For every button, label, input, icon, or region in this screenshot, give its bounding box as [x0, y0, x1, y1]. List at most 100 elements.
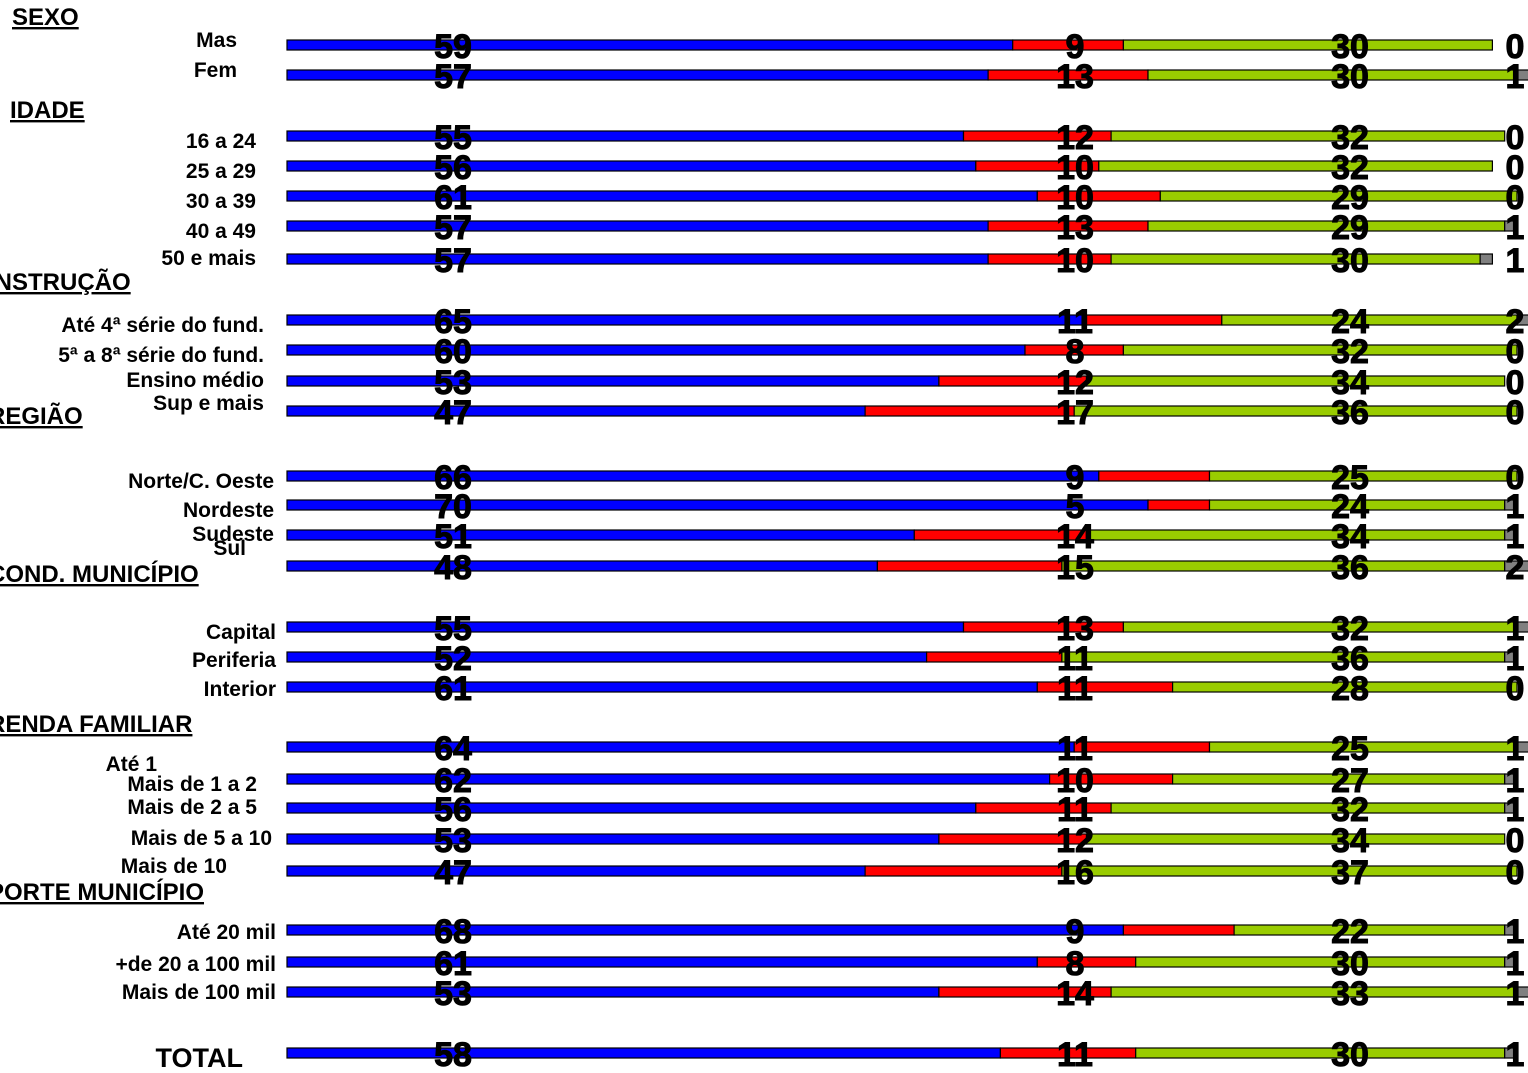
bar-segment-blue — [286, 253, 989, 265]
data-label: 37 — [1331, 854, 1369, 892]
category-label: 30 a 39 — [186, 190, 256, 213]
data-label: 29 — [1331, 209, 1369, 247]
data-label: 32 — [1331, 119, 1369, 157]
data-label: 1 — [1506, 975, 1525, 1013]
category-label: Sudeste — [192, 523, 274, 546]
bar-segment-green — [1147, 220, 1506, 232]
bar-segment-blue — [286, 529, 915, 541]
data-label: 1 — [1506, 209, 1525, 247]
data-label: 62 — [434, 762, 472, 800]
data-label: 65 — [434, 303, 472, 341]
category-label: Periferia — [192, 649, 276, 672]
data-label: 24 — [1331, 488, 1369, 526]
data-label: 36 — [1331, 640, 1369, 678]
bar-segment-blue — [286, 375, 940, 387]
data-label: 51 — [434, 518, 472, 556]
data-label: 0 — [1506, 333, 1525, 371]
data-label: 1 — [1506, 1036, 1525, 1073]
category-label: Mas — [196, 29, 237, 52]
data-label: 13 — [1056, 610, 1094, 648]
data-label: 52 — [434, 640, 472, 678]
data-label: 0 — [1506, 822, 1525, 860]
bar-segment-gray — [1504, 802, 1518, 814]
data-label: 0 — [1506, 394, 1525, 432]
data-label: 56 — [434, 791, 472, 829]
bar-segment-green — [1110, 802, 1506, 814]
bar-segment-green — [1233, 924, 1506, 936]
bar-segment-green — [1061, 865, 1518, 877]
data-label: 1 — [1506, 791, 1525, 829]
bar-segment-blue — [286, 802, 977, 814]
data-label: 0 — [1506, 28, 1525, 66]
bar-segment-blue — [286, 160, 977, 172]
category-label: 40 a 49 — [186, 220, 256, 243]
category-label: Até 1 — [106, 753, 158, 776]
data-label: 0 — [1506, 670, 1525, 708]
bar-segment-green — [1122, 39, 1494, 51]
data-label: 11 — [1057, 1036, 1093, 1073]
data-label: 17 — [1056, 394, 1094, 432]
category-label: Mais de 5 a 10 — [131, 827, 272, 850]
data-label: 24 — [1331, 303, 1369, 341]
data-label: 16 — [1056, 854, 1094, 892]
data-label: 32 — [1331, 791, 1369, 829]
category-label: +de 20 a 100 mil — [115, 953, 276, 976]
bar-segment-green — [1061, 560, 1506, 572]
data-label: 8 — [1066, 333, 1085, 371]
bar-segment-blue — [286, 405, 866, 417]
data-label: 55 — [434, 610, 472, 648]
bar-segment-red — [864, 405, 1075, 417]
data-label: 60 — [434, 333, 472, 371]
data-label: 0 — [1506, 854, 1525, 892]
data-label: 59 — [434, 28, 472, 66]
data-label: 61 — [434, 945, 472, 983]
data-label: 58 — [434, 1036, 472, 1073]
data-label: 55 — [434, 119, 472, 157]
group-title: PORTE MUNICÍPIO — [0, 878, 204, 906]
bar-segment-red — [925, 651, 1063, 663]
category-label: 25 a 29 — [186, 160, 256, 183]
data-label: 9 — [1066, 913, 1085, 951]
bar-segment-blue — [286, 499, 1149, 511]
data-label: 1 — [1506, 730, 1525, 768]
data-label: 68 — [434, 913, 472, 951]
bar-segment-gray — [1516, 69, 1528, 81]
bar-segment-gray — [1516, 986, 1528, 998]
bar-segment-green — [1159, 190, 1518, 202]
data-label: 36 — [1331, 394, 1369, 432]
bar-segment-red — [1098, 470, 1211, 482]
bar-segment-green — [1098, 160, 1494, 172]
data-label: 13 — [1056, 58, 1094, 96]
bar-segment-green — [1073, 405, 1518, 417]
bar-segment-green — [1221, 314, 1518, 326]
data-label: 57 — [434, 242, 472, 280]
data-label: 1 — [1506, 518, 1525, 556]
data-label: 25 — [1331, 730, 1369, 768]
bar-segment-blue — [286, 986, 940, 998]
bar-segment-gray — [1516, 741, 1528, 753]
bar-segment-gray — [1504, 1047, 1518, 1059]
data-label: 25 — [1331, 459, 1369, 497]
data-label: 70 — [434, 488, 472, 526]
bar-segment-blue — [286, 39, 1014, 51]
bar-segment-gray — [1504, 529, 1518, 541]
data-label: 53 — [434, 364, 472, 402]
data-label: 10 — [1056, 149, 1094, 187]
bar-segment-red — [1036, 956, 1137, 968]
data-label: 53 — [434, 975, 472, 1013]
data-label: 1 — [1506, 610, 1525, 648]
bar-segment-red — [1147, 499, 1211, 511]
bar-segment-blue — [286, 69, 989, 81]
bar-segment-blue — [286, 741, 1075, 753]
bar-segment-gray — [1516, 621, 1528, 633]
bar-segment-red — [864, 865, 1063, 877]
category-label: 5ª a 8ª série do fund. — [58, 344, 264, 367]
data-label: 36 — [1331, 549, 1369, 587]
bar-segment-gray — [1504, 773, 1518, 785]
bar-segment-green — [1171, 681, 1518, 693]
bar-segment-green — [1135, 1047, 1506, 1059]
category-label: Nordeste — [183, 499, 274, 522]
data-label: 11 — [1057, 730, 1093, 768]
data-label: 2 — [1506, 303, 1525, 341]
bar-segment-blue — [286, 220, 989, 232]
